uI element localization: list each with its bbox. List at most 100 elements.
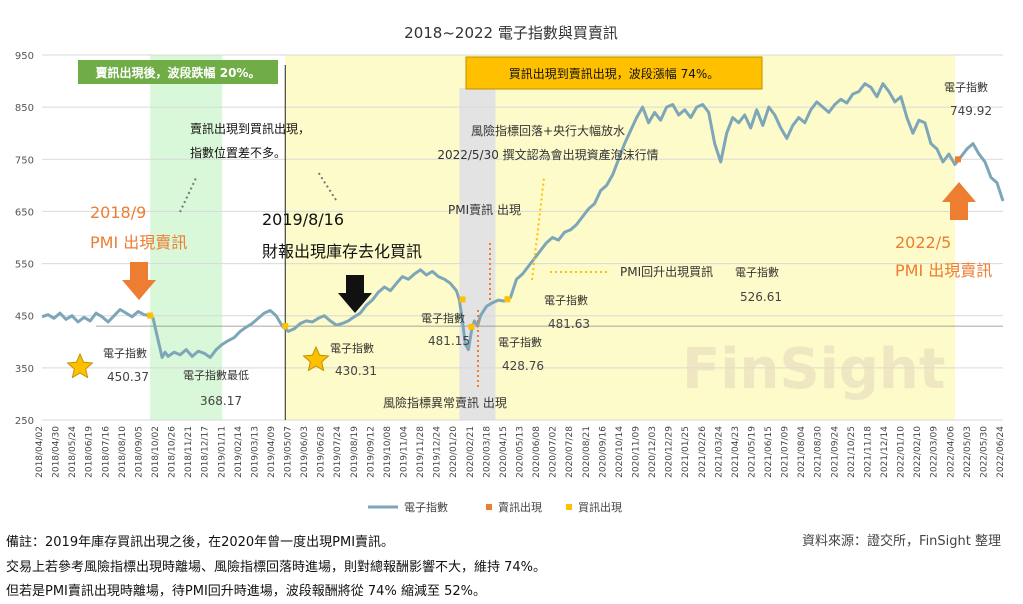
x-tick-label: 2018/04/30 bbox=[52, 426, 62, 478]
date-2019: 2019/8/16 bbox=[262, 210, 344, 229]
buy-signal-marker bbox=[282, 322, 289, 329]
value-label: 368.17 bbox=[200, 394, 242, 408]
x-tick-label: 2021/11/18 bbox=[863, 426, 873, 478]
value-caption: 電子指數 bbox=[103, 346, 147, 360]
x-tick-label: 2019/11/28 bbox=[416, 426, 426, 478]
x-tick-label: 2018/11/21 bbox=[184, 426, 194, 478]
x-tick-label: 2020/12/29 bbox=[665, 426, 675, 478]
dotted-arrow-risk-recover bbox=[531, 177, 545, 281]
up-arrow-icon-2022 bbox=[942, 182, 976, 220]
band-buy-period bbox=[285, 55, 955, 420]
x-tick-label: 2021/05/19 bbox=[747, 426, 757, 478]
inventory-buy-2019: 財報出現庫存去化買訊 bbox=[262, 242, 422, 261]
value-label: 526.61 bbox=[740, 290, 782, 304]
x-tick-label: 2019/12/24 bbox=[433, 426, 443, 478]
source-note: 資料來源：證交所，FinSight 整理 bbox=[802, 534, 1001, 549]
x-tick-label: 2019/03/13 bbox=[250, 426, 260, 478]
x-tick-label: 2020/05/13 bbox=[516, 426, 526, 478]
x-tick-label: 2019/04/09 bbox=[267, 426, 277, 478]
x-tick-label: 2019/09/12 bbox=[366, 426, 376, 478]
x-tick-label: 2019/07/24 bbox=[333, 426, 343, 478]
x-tick-label: 2022/04/06 bbox=[946, 426, 956, 478]
sell-signal-marker bbox=[954, 156, 961, 163]
footnote-3: 但若是PMI賣訊出現時離場，待PMI回升時進場，波段報酬將從 74% 縮減至 5… bbox=[6, 584, 486, 599]
buy-signal-marker bbox=[468, 323, 475, 330]
watermark-logo: FinSight bbox=[682, 337, 946, 402]
value-label: 450.37 bbox=[107, 370, 149, 384]
x-tick-label: 2020/10/14 bbox=[615, 426, 625, 478]
down-arrow-icon-2018 bbox=[122, 262, 156, 300]
x-tick-label: 2022/01/10 bbox=[897, 426, 907, 478]
down-arrow-icon-2019 bbox=[338, 275, 372, 313]
x-tick-label: 2018/04/02 bbox=[35, 426, 45, 478]
x-tick-label: 2018/12/17 bbox=[201, 426, 211, 478]
x-tick-label: 2022/05/30 bbox=[979, 426, 989, 478]
x-tick-label: 2020/04/15 bbox=[499, 426, 509, 478]
legend-marker-sell bbox=[486, 504, 492, 510]
x-tick-label: 2020/06/08 bbox=[532, 426, 542, 478]
risk-recover-line-1: 風險指標回落+央行大幅放水 bbox=[471, 123, 625, 138]
x-tick-label: 2020/02/21 bbox=[466, 426, 476, 478]
legend-label-index: 電子指數 bbox=[404, 500, 448, 514]
buy-signal-marker bbox=[147, 312, 154, 319]
x-tick-label: 2022/03/09 bbox=[930, 426, 940, 478]
x-tick-label: 2022/02/10 bbox=[913, 426, 923, 478]
x-tick-label: 2018/08/10 bbox=[118, 426, 128, 478]
y-tick-label: 450 bbox=[15, 312, 34, 323]
value-label: 481.15 bbox=[428, 334, 470, 348]
yellow-annotation-text: 買訊出現到賣訊出現，波段漲幅 74%。 bbox=[509, 66, 720, 81]
x-tick-label: 2019/06/03 bbox=[300, 426, 310, 478]
x-tick-label: 2019/08/19 bbox=[350, 426, 360, 478]
band-sell-period bbox=[150, 55, 223, 420]
x-tick-label: 2021/10/25 bbox=[847, 426, 857, 478]
x-tick-label: 2021/02/26 bbox=[698, 426, 708, 478]
value-caption: 電子指數 bbox=[944, 80, 988, 94]
x-tick-label: 2018/05/24 bbox=[68, 426, 78, 478]
buy-signal-marker bbox=[459, 296, 466, 303]
y-tick-label: 950 bbox=[15, 51, 34, 62]
legend-label-buy: 買訊出現 bbox=[578, 500, 622, 514]
value-label: 481.63 bbox=[548, 317, 590, 331]
y-tick-label: 750 bbox=[15, 155, 34, 166]
x-tick-label: 2020/07/02 bbox=[549, 426, 559, 478]
x-tick-label: 2021/03/24 bbox=[714, 426, 724, 478]
x-tick-label: 2022/06/24 bbox=[996, 426, 1006, 478]
value-caption: 電子指數 bbox=[544, 293, 588, 307]
y-tick-label: 550 bbox=[15, 260, 34, 271]
value-caption: 電子指數 bbox=[330, 341, 374, 355]
legend-label-sell: 賣訊出現 bbox=[498, 500, 542, 514]
x-tick-label: 2021/09/24 bbox=[830, 426, 840, 478]
date-2022: 2022/5 bbox=[895, 233, 951, 252]
x-tick-label: 2022/05/03 bbox=[963, 426, 973, 478]
x-tick-label: 2020/12/03 bbox=[648, 426, 658, 478]
y-tick-label: 350 bbox=[15, 364, 34, 375]
legend-marker-buy bbox=[566, 504, 572, 510]
value-caption: 電子指數最低 bbox=[183, 368, 249, 382]
footnote-2: 交易上若參考風險指標出現時離場、風險指標回落時進場，則對總報酬影響不大，維持 7… bbox=[6, 560, 547, 575]
x-tick-label: 2018/09/05 bbox=[134, 426, 144, 478]
value-caption: 電子指數 bbox=[498, 335, 542, 349]
star-icon-2019 bbox=[302, 345, 330, 372]
pmi-sell-2018: PMI 出現賣訊 bbox=[90, 233, 187, 252]
x-tick-label: 2019/06/28 bbox=[317, 426, 327, 478]
note-line-1: 賣訊出現到買訊出現， bbox=[190, 121, 310, 136]
x-tick-label: 2020/01/20 bbox=[449, 426, 459, 478]
value-label: 428.76 bbox=[502, 359, 544, 373]
x-tick-label: 2020/03/18 bbox=[482, 426, 492, 478]
pmi-rebound-buy: PMI回升出現買訊 bbox=[620, 264, 713, 279]
y-tick-label: 250 bbox=[15, 416, 34, 427]
note-line-2: 指數位置差不多。 bbox=[190, 145, 286, 160]
pmi-sell-2020: PMI賣訊 出現 bbox=[448, 202, 521, 217]
value-caption: 電子指數 bbox=[421, 311, 465, 325]
footnote-1: 備註：2019年庫存買訊出現之後，在2020年曾一度出現PMI賣訊。 bbox=[6, 535, 395, 550]
x-tick-label: 2018/06/19 bbox=[85, 426, 95, 478]
x-tick-label: 2019/05/07 bbox=[284, 426, 294, 478]
series-line-electronics-index bbox=[41, 82, 1005, 359]
x-tick-label: 2020/07/28 bbox=[565, 426, 575, 478]
risk-abnormal-sell: 風險指標異常賣訊 出現 bbox=[383, 395, 507, 410]
x-tick-label: 2021/04/23 bbox=[731, 426, 741, 478]
buy-signal-marker bbox=[504, 296, 511, 303]
x-tick-label: 2020/09/16 bbox=[598, 426, 608, 478]
x-tick-label: 2018/07/16 bbox=[101, 426, 111, 478]
